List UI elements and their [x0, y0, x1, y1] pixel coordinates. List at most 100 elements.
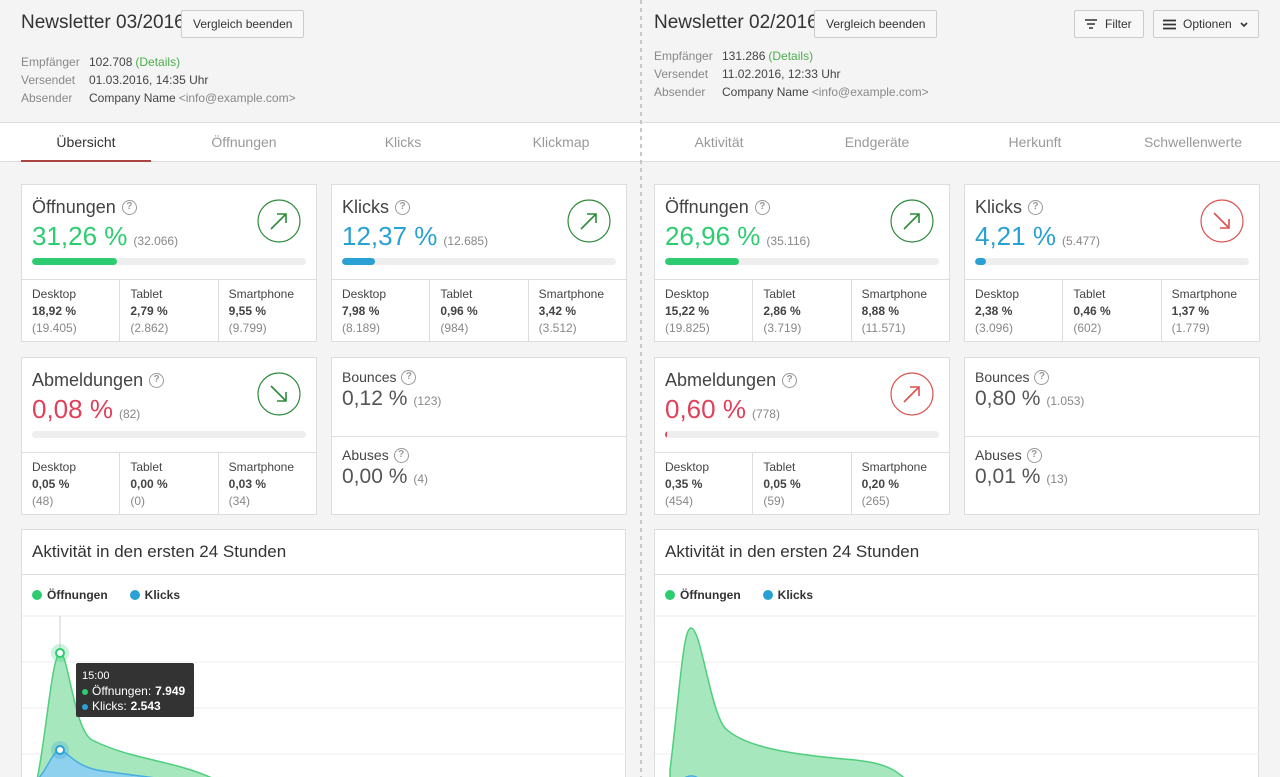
device-name: Tablet [130, 287, 163, 301]
device-percent: 0,20 % [861, 477, 900, 491]
device-name: Desktop [975, 287, 1020, 301]
card-title-text: Abmeldungen [32, 370, 144, 390]
recipients-label: Empfänger [654, 49, 713, 63]
details-link[interactable]: (Details) [768, 49, 814, 63]
tab-schwellenwerte[interactable]: Schwellenwerte [1143, 134, 1243, 150]
tab-oeffnungen[interactable]: Öffnungen [211, 134, 277, 150]
device-cell: Smartphone 8,88 % (11.571) [852, 280, 949, 342]
device-count: (9.799) [228, 321, 267, 335]
clicks-point[interactable] [55, 745, 65, 755]
help-icon[interactable]: ? [393, 447, 409, 463]
help-icon[interactable]: ? [754, 200, 770, 215]
legend-clicks[interactable]: Klicks [129, 588, 180, 602]
legend-opens[interactable]: Öffnungen [665, 588, 741, 602]
device-cell: Desktop 2,38 % (3.096) [965, 280, 1064, 342]
sent-label: Versendet [654, 67, 709, 81]
filter-button-label: Filter [1105, 17, 1132, 31]
device-name: Desktop [32, 287, 77, 301]
bounces-value: 0,80 % (1.053) [975, 387, 1084, 411]
opens-point[interactable] [55, 648, 65, 658]
device-percent: 0,03 % [228, 477, 267, 491]
card-title: Klicks? [975, 197, 1044, 218]
help-icon[interactable]: ? [395, 200, 411, 215]
metric-percent: 4,21 % [975, 221, 1056, 251]
tooltip-opens-value: 7.949 [155, 684, 186, 698]
trend-up-icon [890, 372, 934, 416]
device-percent: 1,37 % [1171, 304, 1210, 318]
bounces-title: Bounces? [975, 369, 1050, 385]
tab-endgeraete[interactable]: Endgeräte [844, 134, 910, 150]
sent-value: 11.02.2016, 12:33 Uhr [722, 67, 841, 81]
legend-opens-label: Öffnungen [680, 588, 741, 602]
device-count: (1.779) [1171, 321, 1210, 335]
device-cell: Tablet 0,96 % (984) [430, 280, 529, 342]
device-percent: 7,98 % [342, 304, 380, 318]
options-button[interactable]: Optionen [1153, 10, 1259, 38]
tooltip-opens-label: Öffnungen: [92, 684, 152, 698]
device-percent: 2,79 % [130, 304, 168, 318]
device-breakdown: Desktop 7,98 % (8.189) Tablet 0,96 % (984) Sma… [332, 279, 626, 342]
filter-icon [1085, 19, 1097, 29]
device-breakdown: Desktop 0,05 % (48) Tablet 0,00 % (0) Smartpho… [22, 452, 316, 515]
device-count: (0) [130, 494, 145, 508]
legend-clicks-label: Klicks [777, 588, 814, 602]
sender-email: <info@example.com> [811, 85, 929, 99]
left-end-compare-button[interactable]: Vergleich beenden [181, 10, 305, 38]
help-icon[interactable]: ? [1026, 447, 1042, 463]
device-name: Tablet [763, 287, 796, 301]
progress-fill [342, 258, 375, 265]
help-icon[interactable]: ? [782, 373, 798, 388]
left-clicks-card: Klicks? 12,37 % (12.685) Desktop 7,98 % (8.… [331, 184, 627, 342]
left-header: Newsletter 03/2016 Vergleich beenden Emp… [0, 0, 640, 122]
device-percent: 18,92 % [32, 304, 77, 318]
left-unsubs-card: Abmeldungen? 0,08 % (82) Desktop 0,05 % (48… [21, 357, 317, 515]
metric-value: 4,21 % (5.477) [975, 221, 1100, 252]
progress-bar [665, 258, 939, 265]
device-name: Desktop [32, 460, 77, 474]
trend-indicator [257, 372, 301, 416]
device-cell: Smartphone 0,20 % (265) [852, 453, 949, 515]
device-count: (3.096) [975, 321, 1014, 335]
help-icon[interactable]: ? [1028, 200, 1044, 215]
bounces-title-text: Bounces [342, 369, 397, 385]
tab-aktivitaet[interactable]: Aktivität [694, 134, 744, 150]
device-cell: Tablet 2,86 % (3.719) [753, 280, 852, 342]
help-icon[interactable]: ? [401, 369, 417, 385]
abuses-percent: 0,01 % [975, 465, 1041, 488]
tab-herkunft[interactable]: Herkunft [1008, 134, 1062, 150]
comparison-divider [640, 0, 642, 777]
abuses-count: (4) [413, 472, 429, 486]
device-name: Smartphone [228, 460, 295, 474]
legend-opens[interactable]: Öffnungen [32, 588, 108, 602]
trend-up-icon [257, 199, 301, 243]
recipients-value: 131.286 [722, 49, 766, 63]
bounces-value: 0,12 % (123) [342, 387, 441, 411]
menu-icon [1163, 19, 1176, 30]
filter-button[interactable]: Filter [1074, 10, 1144, 38]
device-name: Tablet [1073, 287, 1106, 301]
tab-klickmap[interactable]: Klickmap [532, 134, 590, 150]
metric-percent: 31,26 % [32, 221, 128, 251]
legend-opens-label: Öffnungen [47, 588, 108, 602]
sender-email: <info@example.com> [178, 91, 296, 105]
details-link[interactable]: (Details) [135, 55, 181, 69]
sent-value: 01.03.2016, 14:35 Uhr [89, 73, 209, 87]
right-end-compare-button[interactable]: Vergleich beenden [814, 10, 938, 38]
abuses-percent: 0,00 % [342, 465, 408, 488]
help-icon[interactable]: ? [149, 373, 165, 388]
card-title-text: Klicks [975, 197, 1023, 217]
device-percent: 8,88 % [861, 304, 900, 318]
card-title: Klicks? [342, 197, 411, 218]
help-icon[interactable]: ? [121, 200, 137, 215]
device-breakdown: Desktop 2,38 % (3.096) Tablet 0,46 % (602) Sma… [965, 279, 1259, 342]
device-count: (265) [861, 494, 890, 508]
device-count: (2.862) [130, 321, 169, 335]
tab-klicks[interactable]: Klicks [384, 134, 422, 150]
legend-clicks[interactable]: Klicks [762, 588, 814, 602]
help-icon[interactable]: ? [1034, 369, 1050, 385]
progress-bar [975, 258, 1249, 265]
right-chart-plot [655, 615, 1259, 777]
device-count: (602) [1073, 321, 1102, 335]
tab-uebersicht[interactable]: Übersicht [21, 123, 151, 162]
right-newsletter-title: Newsletter 02/2016 [654, 12, 818, 33]
